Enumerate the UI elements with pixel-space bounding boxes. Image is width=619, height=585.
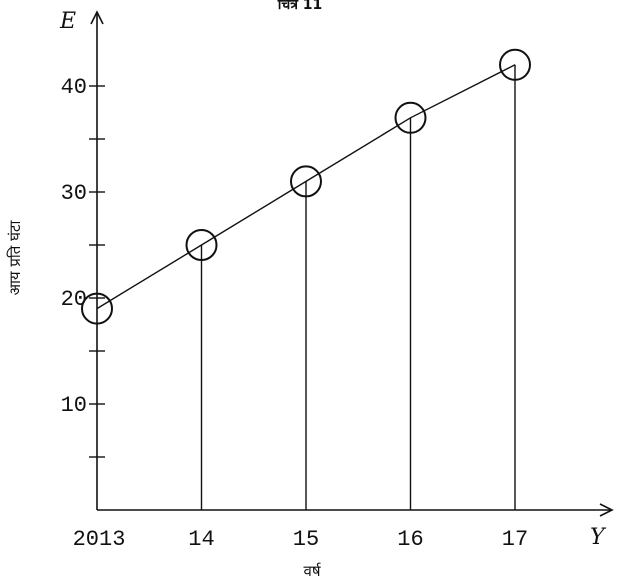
trend-line-group [96, 64, 516, 310]
data-point [185, 229, 218, 261]
data-point [290, 165, 322, 198]
y-axis-arrow [90, 10, 104, 25]
x-tick-label: 14 [188, 527, 214, 552]
y-tick-label: 40 [61, 75, 87, 100]
x-tick-label: 17 [502, 527, 528, 552]
x-axis-letter: Y [590, 525, 607, 550]
y-tick-label: 10 [61, 393, 87, 418]
y-tick-label: 20 [61, 287, 87, 312]
data-point [394, 101, 427, 134]
x-axis-arrow [599, 503, 614, 517]
x-tick-labels: 2013 14 15 16 17 [73, 527, 529, 552]
trend-line [96, 64, 516, 310]
data-markers [81, 48, 531, 325]
y-tick-label: 30 [61, 181, 87, 206]
data-point [499, 48, 531, 81]
x-tick-label: 16 [397, 527, 423, 552]
data-point [81, 292, 113, 325]
y-axis-title: आय प्रति घंटा [6, 219, 24, 295]
drop-lines [200, 64, 516, 510]
y-ticks: 10 20 30 40 [61, 75, 105, 458]
x-axis-title: वर्ष [303, 562, 321, 580]
x-tick-label: 15 [293, 527, 319, 552]
chart-title: चित्र 11 [277, 0, 323, 13]
y-axis-letter: E [59, 9, 76, 34]
axes: E Y वर्ष आय प्रति घंटा [6, 9, 614, 580]
x-tick-label: 2013 [73, 527, 126, 552]
